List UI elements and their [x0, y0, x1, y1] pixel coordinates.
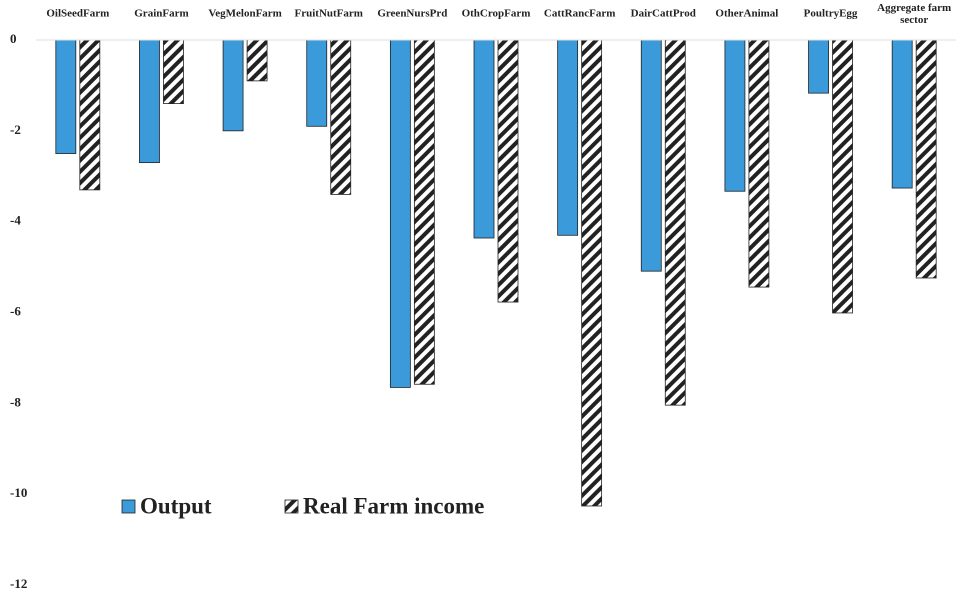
y-tick-label: -10 — [10, 485, 27, 500]
y-tick-label: 0 — [10, 31, 17, 46]
bar — [724, 39, 746, 192]
legend-label: Real Farm income — [303, 493, 484, 518]
bar — [808, 39, 829, 94]
y-tick-label: -12 — [10, 576, 27, 591]
x-tick-label: FruitNutFarm — [295, 8, 363, 20]
bar — [330, 39, 352, 195]
bar — [473, 39, 495, 239]
x-tick-label: DairCattProd — [631, 8, 696, 20]
x-tick-label: PoultryEgg — [804, 8, 858, 20]
bar — [581, 39, 603, 507]
bar — [163, 39, 184, 104]
y-tick-label: -4 — [10, 213, 21, 228]
bar — [915, 39, 937, 279]
y-tick-label: -8 — [10, 394, 21, 409]
x-tick-label: OthCropFarm — [462, 8, 531, 20]
bar — [55, 39, 77, 154]
label-line: Aggregate farm — [877, 2, 951, 14]
y-tick-label: -6 — [10, 303, 21, 318]
x-tick-label: VegMelonFarm — [208, 8, 282, 20]
bar — [413, 39, 435, 385]
bar — [389, 39, 411, 388]
x-tick-label: CattRancFarm — [544, 8, 615, 20]
legend-label: Output — [140, 493, 212, 518]
x-tick-label: OilSeedFarm — [46, 8, 109, 20]
bar — [832, 39, 853, 314]
bar — [246, 39, 268, 82]
bar — [557, 39, 579, 236]
bar — [891, 39, 913, 189]
bar — [139, 39, 160, 164]
bar — [748, 39, 770, 288]
x-tick-label: GrainFarm — [134, 8, 188, 20]
x-tick-label: GreenNursPrd — [377, 8, 447, 20]
label-line: sector — [900, 14, 928, 26]
legend-swatch — [284, 499, 299, 514]
y-tick-label: -2 — [10, 122, 21, 137]
legend-swatch — [121, 499, 136, 514]
bar — [640, 39, 662, 272]
bar — [306, 39, 328, 127]
bar — [79, 39, 101, 191]
x-tick-label: OtherAnimal — [715, 8, 778, 20]
x-tick-label: Aggregate farm sector — [877, 2, 951, 26]
bar — [664, 39, 686, 406]
bar — [497, 39, 519, 303]
bar — [222, 39, 244, 132]
